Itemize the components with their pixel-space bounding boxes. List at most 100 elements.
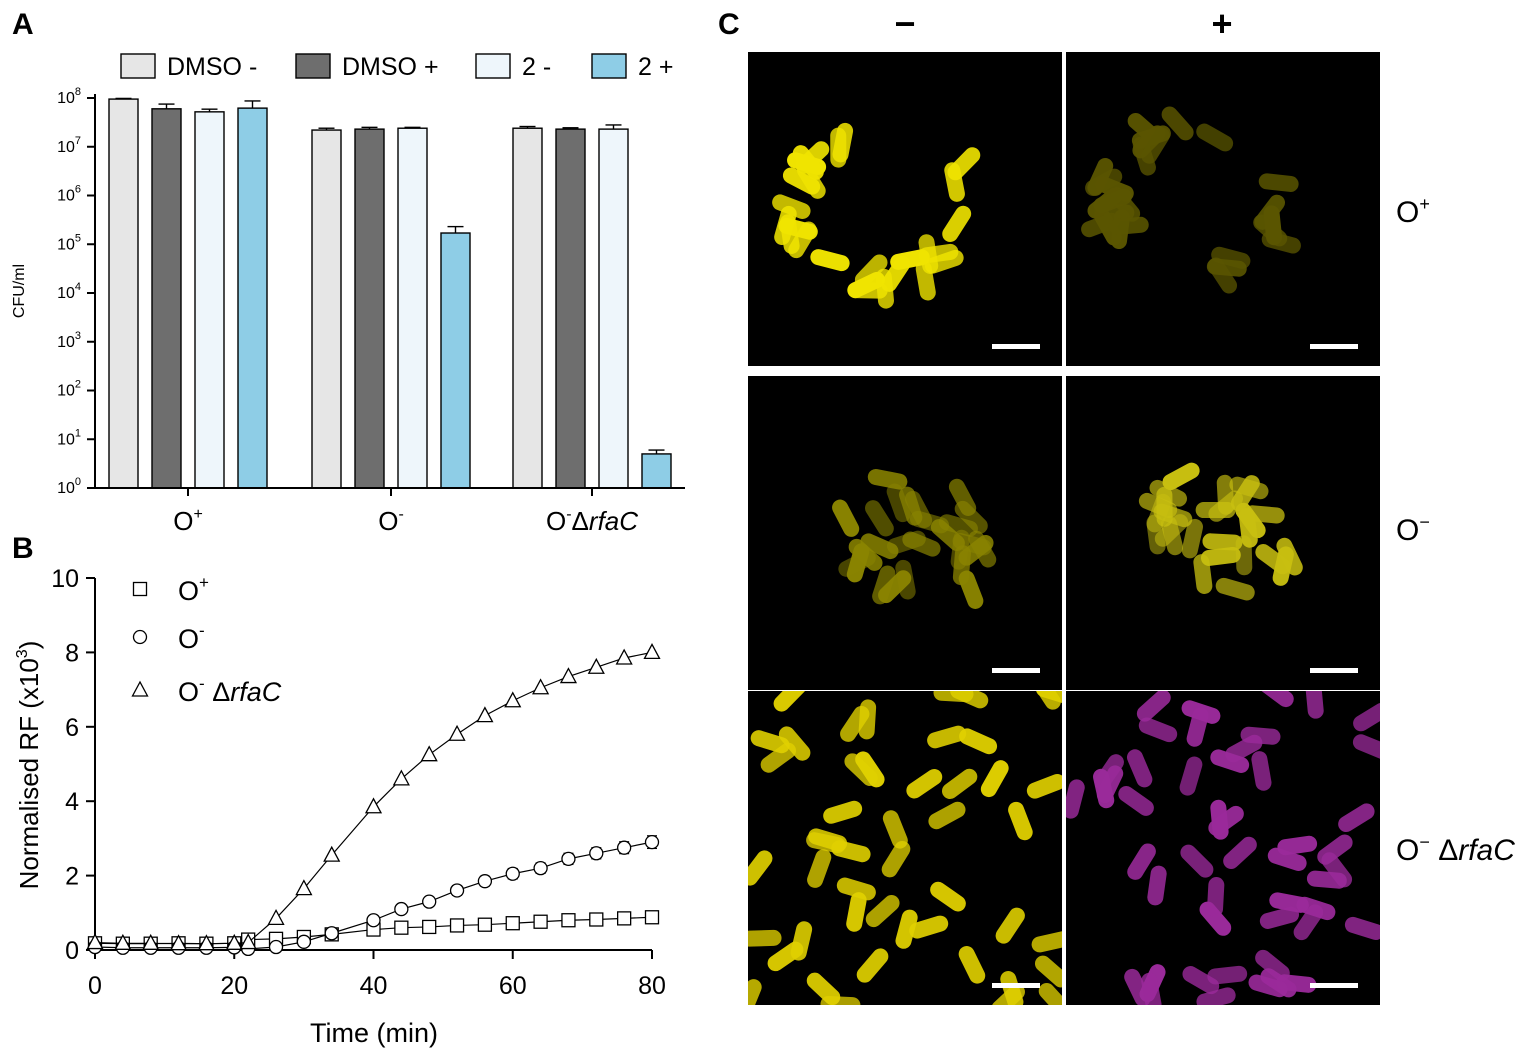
bacterium-cell — [810, 249, 850, 272]
marker-triangle — [532, 678, 550, 695]
scale-bar — [992, 344, 1040, 349]
y-tick-label: 0 — [65, 937, 79, 965]
bacterium-cell — [797, 162, 826, 199]
marker-square — [477, 917, 493, 932]
y-tick-label: 105 — [57, 232, 81, 253]
marker-triangle — [131, 680, 149, 697]
marker-triangle — [295, 879, 313, 896]
micrograph-cells — [832, 469, 997, 609]
bar — [354, 128, 385, 489]
y-tick-exp: 3 — [75, 330, 81, 342]
marker-circle — [644, 834, 660, 850]
bacterium-cell — [748, 850, 773, 886]
bacterium-cell — [886, 483, 911, 523]
line-chart-y-label-end: ) — [14, 641, 44, 650]
y-tick-label: 8 — [65, 639, 79, 667]
bacterium-cell — [820, 996, 861, 1005]
legend-swatch — [591, 53, 627, 79]
bacterium-cell — [1196, 987, 1236, 1005]
y-tick-exp: 4 — [75, 281, 81, 293]
line-chart-y-label: Normalised RF (x103) — [14, 641, 44, 890]
bacterium-cell — [1258, 173, 1299, 192]
bacterium-cell — [774, 205, 797, 246]
bacterium-cell — [954, 500, 988, 534]
marker-square — [617, 911, 632, 926]
micrograph — [1066, 376, 1380, 690]
x-tick-label: 60 — [499, 972, 527, 1000]
legend-main: O — [178, 624, 199, 654]
line-chart-x-label: Time (min) — [310, 1018, 438, 1048]
bacterium-cell — [1305, 691, 1324, 719]
micrograph — [748, 52, 1062, 366]
bacterium-cell — [847, 282, 888, 299]
y-tick-exp: 1 — [75, 427, 81, 439]
bar — [311, 129, 342, 489]
marker-circle — [324, 926, 339, 941]
bacterium-cell — [1210, 799, 1229, 840]
x-tick-label: 0 — [88, 972, 102, 1000]
marker-circle — [449, 883, 465, 898]
bacterium-cell — [1306, 870, 1347, 889]
marker-circle — [132, 629, 148, 645]
bacterium-cell — [1338, 803, 1375, 833]
x-tick-label: O-ΔrfaC — [546, 506, 638, 536]
bacterium-cell — [832, 499, 860, 537]
bacterium-cell — [844, 753, 878, 786]
marker-triangle — [86, 933, 104, 950]
bacterium-cell — [938, 514, 978, 537]
legend-sup: - — [199, 674, 205, 693]
bacterium-cell — [836, 877, 876, 901]
bacterium-cell — [959, 728, 998, 755]
y-tick-exp: 2 — [75, 379, 81, 391]
bacterium-cell — [1179, 756, 1203, 796]
microscopy-row-labels: O+ O− O− ΔrfaC — [1396, 194, 1515, 867]
y-tick-label: 100 — [57, 476, 81, 497]
micrograph-background — [748, 376, 1062, 690]
bacterium-cell — [1035, 691, 1062, 705]
bacterium-cell — [1108, 216, 1149, 235]
microscopy-images — [748, 52, 1380, 1005]
legend-swatch — [475, 53, 511, 79]
marker-triangle — [559, 667, 578, 684]
bacterium-cell — [980, 760, 1009, 798]
bar — [397, 127, 428, 489]
bacterium-cell — [748, 979, 762, 1005]
marker-circle — [617, 840, 632, 855]
bacterium-cell — [1141, 127, 1170, 164]
legend-delta: Δ — [205, 677, 231, 707]
legend-swatch — [295, 53, 331, 79]
y-tick-base: 10 — [57, 480, 75, 497]
legend-sup: - — [199, 621, 205, 640]
y-tick-exp: 6 — [75, 184, 81, 196]
bacterium-cell — [927, 725, 967, 749]
bacterium-cell — [909, 510, 950, 534]
scale-bar — [992, 983, 1040, 988]
bacterium-cell — [1147, 865, 1167, 906]
bacterium-cell — [760, 742, 797, 773]
marker-triangle — [420, 745, 438, 762]
micrograph-cells — [1066, 691, 1380, 1005]
bacterium-cell — [1353, 702, 1380, 732]
bacterium-cell — [995, 907, 1025, 944]
bacterium-cell — [1094, 754, 1124, 791]
bacterium-cell — [1248, 974, 1288, 998]
marker-circle — [533, 861, 548, 876]
legend-label: 2 - — [522, 53, 551, 81]
bacterium-cell — [1161, 106, 1194, 141]
bacterium-cell — [968, 530, 997, 568]
legend-swatch — [120, 53, 156, 79]
marker-triangle — [197, 934, 215, 951]
scale-bar — [992, 668, 1040, 673]
x-tick-main: O — [173, 506, 193, 536]
bar-chart-y-label: CFU/ml — [11, 264, 28, 318]
bacterium-cell — [773, 691, 807, 712]
line-chart-y-label-main: Normalised RF (x10 — [14, 658, 44, 889]
microscopy-col-header-plus: + — [1211, 3, 1232, 44]
bacterium-cell — [846, 892, 867, 932]
bar-chart-bars — [108, 97, 672, 489]
bar-chart-legend: DMSO - DMSO + 2 - 2 + — [120, 53, 673, 81]
bacterium-cell — [1258, 691, 1294, 708]
y-tick-label: 6 — [65, 714, 79, 742]
marker-square — [589, 912, 604, 927]
bacterium-cell — [1066, 779, 1085, 819]
